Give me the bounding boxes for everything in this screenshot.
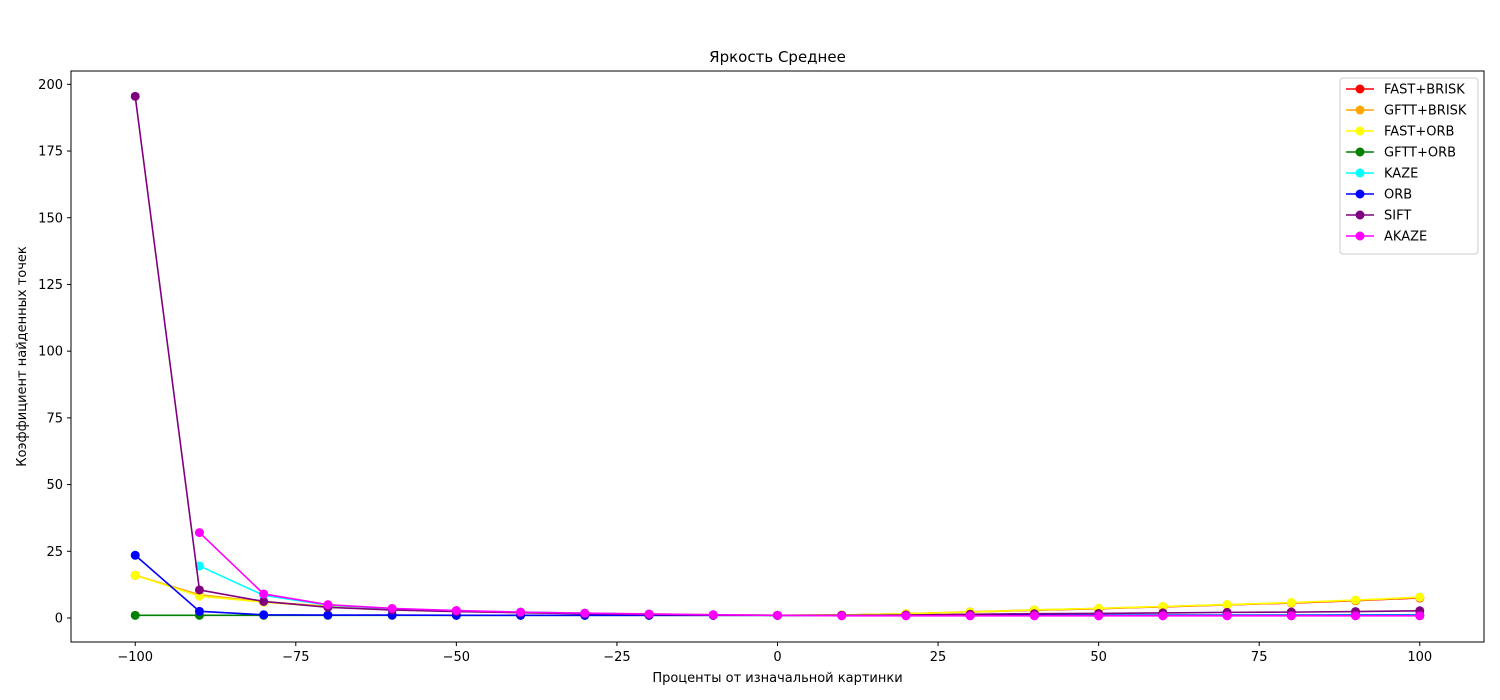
data-point	[451, 606, 461, 616]
x-tick-label: 100	[1407, 650, 1432, 665]
y-tick-label: 100	[38, 345, 63, 360]
legend-marker	[1355, 105, 1365, 115]
y-tick-label: 125	[38, 278, 63, 293]
data-point	[580, 608, 590, 618]
data-point	[1158, 611, 1168, 621]
y-tick-label: 175	[38, 145, 63, 160]
data-point	[259, 610, 269, 620]
y-tick-label: 75	[46, 411, 63, 426]
x-tick-label: −50	[443, 650, 470, 665]
data-point	[708, 610, 718, 620]
legend-marker	[1355, 231, 1365, 241]
series-line	[134, 96, 1420, 617]
data-point	[1351, 595, 1361, 605]
data-point	[965, 611, 975, 621]
legend: FAST+BRISK GFTT+BRISK FAST+ORB GFTT+ORB KAZE…	[1339, 77, 1479, 255]
data-point	[259, 596, 269, 606]
legend-marker	[1355, 147, 1365, 157]
data-point	[130, 91, 140, 101]
data-point	[130, 570, 140, 580]
legend-box	[1339, 77, 1479, 255]
legend-item: SIFT	[1346, 209, 1411, 224]
legend-marker	[1355, 189, 1365, 199]
x-axis-label: Проценты от изначальной картинки	[652, 671, 902, 686]
x-tick-label: −100	[117, 650, 153, 665]
data-point	[901, 611, 911, 621]
data-point	[1415, 592, 1425, 602]
y-tick-label: 150	[38, 211, 63, 226]
data-point	[194, 585, 204, 595]
x-tick-label: −75	[282, 650, 309, 665]
legend-item: GFTT+ORB	[1346, 146, 1456, 161]
data-point	[1222, 611, 1232, 621]
chart-title: Яркость Среднее	[709, 48, 846, 66]
data-point	[516, 607, 526, 617]
legend-label: GFTT+BRISK	[1384, 104, 1467, 119]
series-akaze	[194, 528, 1425, 621]
series-line	[198, 532, 1420, 617]
y-tick-label: 200	[38, 78, 63, 93]
data-point	[1351, 611, 1361, 621]
data-point	[130, 550, 140, 560]
data-point	[387, 603, 397, 613]
legend-item: GFTT+BRISK	[1346, 104, 1467, 119]
x-axis-ticks: −100 −75 −50 −25 0 25 50 75 100	[117, 642, 1432, 665]
series-sift	[130, 91, 1425, 620]
data-point	[323, 600, 333, 610]
plot-frame	[70, 70, 1485, 643]
legend-marker	[1355, 126, 1365, 136]
series-kaze	[194, 561, 1425, 621]
data-point	[1158, 602, 1168, 612]
data-point	[323, 610, 333, 620]
y-tick-label: 50	[46, 478, 63, 493]
legend-marker	[1355, 84, 1365, 94]
legend-label: SIFT	[1384, 209, 1411, 224]
x-tick-label: 25	[930, 650, 947, 665]
data-point	[1029, 611, 1039, 621]
data-point	[1286, 598, 1296, 608]
legend-item: AKAZE	[1346, 230, 1427, 245]
y-axis-ticks: 0 25 50 75 100 125 150 175 200	[38, 78, 71, 626]
legend-label: FAST+ORB	[1384, 125, 1454, 140]
legend-item: FAST+BRISK	[1346, 83, 1465, 98]
y-axis-label: Коэффициент найденных точек	[15, 246, 30, 467]
legend-item: FAST+ORB	[1346, 125, 1454, 140]
data-point	[130, 610, 140, 620]
data-point	[259, 589, 269, 599]
legend-item: ORB	[1346, 188, 1412, 203]
x-tick-label: 0	[773, 650, 781, 665]
legend-item: KAZE	[1346, 167, 1418, 182]
legend-marker	[1355, 168, 1365, 178]
x-tick-label: 50	[1090, 650, 1107, 665]
legend-label: AKAZE	[1384, 230, 1427, 245]
data-point	[1286, 611, 1296, 621]
data-point	[1415, 611, 1425, 621]
y-tick-label: 25	[46, 545, 63, 560]
x-tick-label: −25	[603, 650, 630, 665]
legend-label: KAZE	[1384, 167, 1418, 182]
x-tick-label: 75	[1251, 650, 1268, 665]
data-point	[194, 528, 204, 538]
y-tick-label: 0	[55, 611, 63, 626]
legend-label: GFTT+ORB	[1384, 146, 1456, 161]
data-point	[644, 609, 654, 619]
series-layer	[130, 91, 1425, 621]
legend-marker	[1355, 210, 1365, 220]
data-point	[773, 610, 782, 620]
data-point	[194, 606, 204, 616]
data-point	[1094, 611, 1104, 621]
legend-label: ORB	[1384, 188, 1412, 203]
data-point	[837, 611, 847, 621]
legend-label: FAST+BRISK	[1384, 83, 1465, 98]
data-point	[1222, 600, 1232, 610]
